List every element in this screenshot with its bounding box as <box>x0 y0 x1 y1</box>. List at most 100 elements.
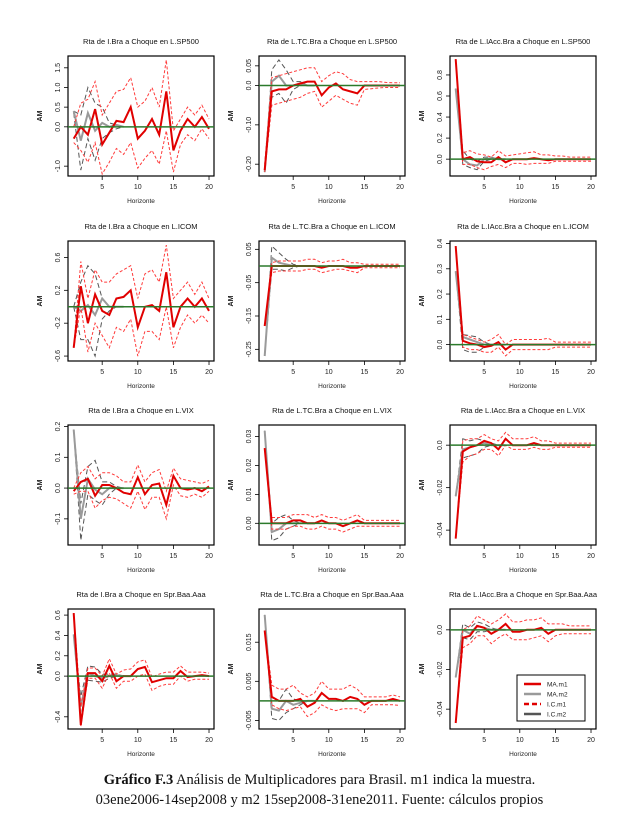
y-tick-label: -0.005 <box>246 710 253 730</box>
ic-m1-lower-line <box>73 306 210 357</box>
plot-area <box>450 59 596 171</box>
y-tick-label: -0.25 <box>246 341 253 357</box>
y-tick-label: 0.5 <box>55 102 62 112</box>
ma-m1-line <box>72 272 210 348</box>
ma-m1-line <box>263 265 400 327</box>
ic-m1-upper-line <box>455 613 591 724</box>
x-tick-label: 5 <box>291 369 295 376</box>
x-tick-label: 10 <box>134 737 142 744</box>
y-tick-label: 0.0 <box>55 671 62 681</box>
plot-area <box>68 245 214 358</box>
y-tick-label: 0.4 <box>437 239 444 249</box>
plot-area <box>68 59 214 176</box>
ic-m2-upper-line <box>73 429 124 504</box>
x-tick-label: 10 <box>134 184 142 191</box>
x-axis-label: Horizonte <box>318 383 346 390</box>
ic-m1-upper-line <box>73 463 210 493</box>
x-tick-label: 20 <box>396 184 404 191</box>
y-tick-label: 0.03 <box>246 430 253 444</box>
x-tick-label: 15 <box>552 553 560 560</box>
x-tick-label: 10 <box>134 553 142 560</box>
y-tick-label: 0.01 <box>246 487 253 501</box>
x-axis-label: Horizonte <box>127 198 155 205</box>
y-tick-label: 0.0 <box>55 122 62 132</box>
ic-m1-upper-line <box>455 431 591 539</box>
ic-m1-upper-line <box>455 246 591 346</box>
ic-m1-lower-line <box>455 633 591 724</box>
y-axis-label: AM <box>419 295 426 306</box>
legend-label: I.C.m1 <box>547 702 567 709</box>
ma-m2-line <box>72 429 124 519</box>
x-tick-label: 15 <box>361 553 369 560</box>
figure-grid: Rta de I.Bra a Choque en L.SP500 5 10 15 20 -… <box>37 37 598 758</box>
ic-m2-lower-line <box>73 112 124 171</box>
plot-area <box>450 246 596 357</box>
caption-text-1: Análisis de Multiplicadores para Brasil.… <box>173 772 536 788</box>
y-tick-label: 0.6 <box>55 610 62 620</box>
irf-chart: Rta de L.TC.Bra a Choque en L.SP500 5 10 15… <box>228 37 406 205</box>
x-tick-label: 20 <box>396 553 404 560</box>
chart-title: Rta de L.IAcc.Bra a Choque en L.ICOM <box>457 222 589 231</box>
x-axis-label: Horizonte <box>318 751 346 758</box>
x-axis-label: Horizonte <box>509 567 537 574</box>
ma-m2-line <box>454 624 506 678</box>
ic-m1-upper-line <box>264 67 400 165</box>
y-tick-label: 0.8 <box>437 70 444 80</box>
y-tick-label: 0.6 <box>55 252 62 262</box>
x-tick-label: 20 <box>396 737 404 744</box>
plot-frame <box>258 424 406 546</box>
y-axis-label: AM <box>37 110 44 121</box>
x-tick-label: 20 <box>587 737 595 744</box>
x-tick-label: 10 <box>516 184 524 191</box>
ma-m1-line <box>454 59 591 164</box>
plot-frame <box>258 608 406 730</box>
ic-m2-upper-line <box>73 634 124 697</box>
ma-m2-line <box>263 255 315 357</box>
x-tick-label: 20 <box>396 369 404 376</box>
x-tick-label: 10 <box>516 553 524 560</box>
legend: MA.m1 MA.m2 I.C.m1 I.C.m2 <box>516 674 586 722</box>
x-tick-label: 5 <box>291 553 295 560</box>
x-tick-label: 5 <box>482 553 486 560</box>
ma-m1-line <box>72 91 210 151</box>
ma-m2-line <box>263 74 315 173</box>
y-tick-label: 0.02 <box>246 459 253 473</box>
x-tick-label: 20 <box>587 184 595 191</box>
x-tick-label: 20 <box>205 184 213 191</box>
y-tick-label: 0.05 <box>246 59 253 73</box>
plot-frame <box>449 55 597 177</box>
x-tick-label: 15 <box>361 369 369 376</box>
irf-chart: Rta de L.TC.Bra a Choque en L.VIX 5 10 15 20… <box>228 406 406 574</box>
ic-m1-lower-line <box>73 483 210 521</box>
ic-m1-upper-line <box>73 245 210 348</box>
irf-chart: Rta de I.Bra a Choque en L.VIX 5 10 15 20 -0.… <box>37 406 215 574</box>
ic-m1-upper-line <box>264 630 401 698</box>
ic-m1-lower-line <box>73 127 210 176</box>
x-tick-label: 20 <box>587 553 595 560</box>
x-tick-label: 5 <box>100 184 104 191</box>
ma-m1-line <box>263 448 400 528</box>
legend-label: MA.m2 <box>547 692 568 699</box>
ic-m2-upper-line <box>455 438 506 497</box>
y-tick-label: 0.015 <box>246 633 253 651</box>
chart-title: Rta de I.Bra a Choque en L.ICOM <box>85 222 198 231</box>
chart-title: Rta de L.IAcc.Bra a Choque en L.VIX <box>461 406 585 415</box>
x-tick-label: 5 <box>100 369 104 376</box>
x-tick-label: 15 <box>170 737 178 744</box>
y-tick-label: 0.00 <box>246 516 253 530</box>
ic-m2-upper-line <box>455 621 506 678</box>
y-tick-label: 1.5 <box>55 63 62 73</box>
x-tick-label: 15 <box>170 184 178 191</box>
irf-chart: Rta de L.TC.Bra a Choque en L.ICOM 5 10 15 2… <box>228 222 406 390</box>
ic-m2-lower-line <box>73 306 124 358</box>
irf-chart: Rta de I.Bra a Choque en L.ICOM 5 10 15 20 -0… <box>37 222 215 390</box>
ic-m2-upper-line <box>264 59 315 173</box>
plot-area <box>68 429 214 541</box>
plot-frame <box>449 424 597 546</box>
ic-m2-upper-line <box>264 430 315 525</box>
irf-chart: Rta de I.Bra a Choque en Spr.Baa.Aaa 5 10 1… <box>37 590 215 758</box>
chart-title: Rta de L.TC.Bra a Choque en L.ICOM <box>268 222 395 231</box>
x-axis-label: Horizonte <box>127 567 155 574</box>
y-tick-label: 0.3 <box>437 264 444 274</box>
y-tick-label: 0.2 <box>55 651 62 661</box>
